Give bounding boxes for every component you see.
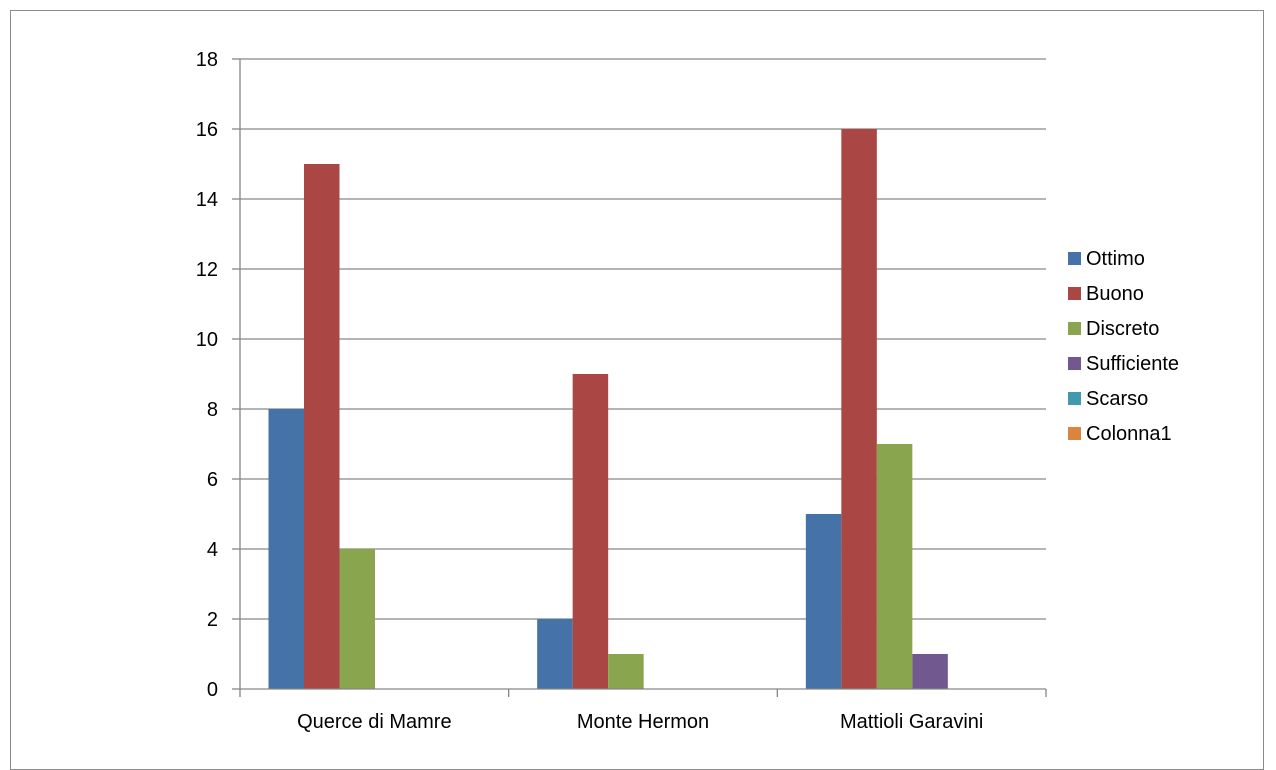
y-tick-label: 2 xyxy=(207,609,218,631)
legend-swatch-buono xyxy=(1068,287,1081,300)
chart-frame xyxy=(10,10,1264,770)
x-category-label: Monte Hermon xyxy=(577,711,709,733)
bar-ottimo-3 xyxy=(805,514,842,689)
y-tick-label: 4 xyxy=(207,539,218,561)
legend-swatch-discreto xyxy=(1068,322,1081,335)
y-tick-label: 6 xyxy=(207,469,218,491)
legend-label-sufficiente: Sufficiente xyxy=(1086,353,1179,375)
axes: 0 2 4 6 8 10 12 14 16 18 Querce di Mamre Monte Herm… xyxy=(196,49,1047,733)
legend-label-colonna1: Colonna1 xyxy=(1086,423,1172,445)
x-category-label: Mattioli Garavini xyxy=(840,711,983,733)
bar-chart: 0 2 4 6 8 10 12 14 16 18 Querce di Mamre Monte Herm… xyxy=(196,49,1179,733)
legend-swatch-ottimo xyxy=(1068,252,1081,265)
bar-buono-1 xyxy=(304,164,340,689)
legend-swatch-sufficiente xyxy=(1068,357,1081,370)
bar-discreto-3 xyxy=(876,444,913,689)
legend-label-scarso: Scarso xyxy=(1086,388,1148,410)
bar-buono-2 xyxy=(572,374,609,689)
y-tick-label: 14 xyxy=(196,189,218,211)
bar-ottimo-1 xyxy=(268,409,304,689)
legend-label-buono: Buono xyxy=(1086,283,1144,305)
legend-swatch-colonna1 xyxy=(1068,427,1081,440)
y-tick-label: 0 xyxy=(207,679,218,701)
bars xyxy=(268,129,948,689)
legend: Ottimo Buono Discreto Sufficiente Scarso Colo… xyxy=(1068,248,1179,445)
y-tick-label: 16 xyxy=(196,119,218,141)
y-tick-label: 8 xyxy=(207,399,218,421)
bar-buono-3 xyxy=(841,129,877,689)
bar-discreto-1 xyxy=(339,549,375,689)
gridlines xyxy=(240,58,1046,620)
legend-label-discreto: Discreto xyxy=(1086,318,1159,340)
bar-sufficiente-3 xyxy=(912,654,948,689)
legend-swatch-scarso xyxy=(1068,392,1081,405)
y-tick-label: 12 xyxy=(196,259,218,281)
bar-ottimo-2 xyxy=(537,619,573,689)
y-tick-label: 18 xyxy=(196,49,218,71)
legend-label-ottimo: Ottimo xyxy=(1086,248,1145,270)
bar-discreto-2 xyxy=(608,654,644,689)
y-tick-label: 10 xyxy=(196,329,218,351)
x-category-label: Querce di Mamre xyxy=(297,711,452,733)
